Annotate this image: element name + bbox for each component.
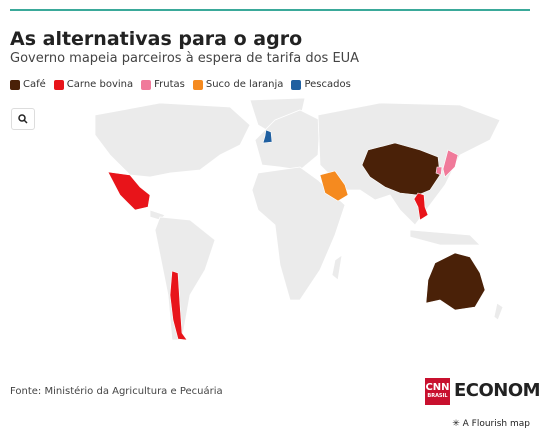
flourish-credit[interactable]: ✳ A Flourish map <box>452 419 530 429</box>
legend-label: Carne bovina <box>66 79 134 90</box>
highlighted-country <box>319 170 349 202</box>
legend-swatch <box>291 79 302 90</box>
search-icon <box>18 114 28 124</box>
world-map <box>94 97 504 341</box>
legend-swatch <box>141 79 152 90</box>
legend: Café Carne bovina Frutas Suco de laranja Pes… <box>10 79 351 90</box>
madagascar <box>331 254 343 281</box>
legend-swatch <box>53 79 64 90</box>
logo-top: CNN <box>425 382 450 393</box>
brand-name: ECONOMIA <box>454 380 540 401</box>
legend-item: Pescados <box>291 79 351 90</box>
footer-text: A Flourish map <box>462 419 530 429</box>
search-button[interactable] <box>11 108 35 130</box>
highlighted-country <box>425 252 486 311</box>
cnn-logo: CNN BRASIL <box>425 378 450 405</box>
highlighted-country <box>442 149 459 178</box>
top-rule <box>10 9 530 11</box>
legend-item: Carne bovina <box>53 79 134 90</box>
logo-bottom: BRASIL <box>427 393 448 399</box>
legend-label: Café <box>23 79 46 90</box>
highlighted-country <box>169 270 188 341</box>
legend-label: Frutas <box>154 79 185 90</box>
highlighted-country <box>262 129 273 144</box>
europe <box>254 109 321 171</box>
new-zealand <box>493 302 504 321</box>
highlighted-country <box>435 166 443 176</box>
highlighted-country <box>361 142 441 196</box>
legend-item: Café <box>10 79 46 90</box>
legend-item: Suco de laranja <box>192 79 284 90</box>
source: Fonte: Ministério da Agricultura e Pecuá… <box>10 386 223 397</box>
north-america <box>94 102 251 178</box>
legend-swatch <box>192 79 203 90</box>
legend-label: Suco de laranja <box>205 79 284 90</box>
africa <box>251 166 346 301</box>
highlighted-country <box>107 171 151 211</box>
title: As alternativas para o agro <box>10 28 303 50</box>
highlighted-country <box>413 192 429 221</box>
south-america <box>154 216 216 341</box>
legend-label: Pescados <box>304 79 351 90</box>
indonesia <box>409 229 481 246</box>
legend-swatch <box>10 79 20 90</box>
legend-item: Frutas <box>141 79 185 90</box>
subtitle: Governo mapeia parceiros à espera de tar… <box>10 51 360 66</box>
